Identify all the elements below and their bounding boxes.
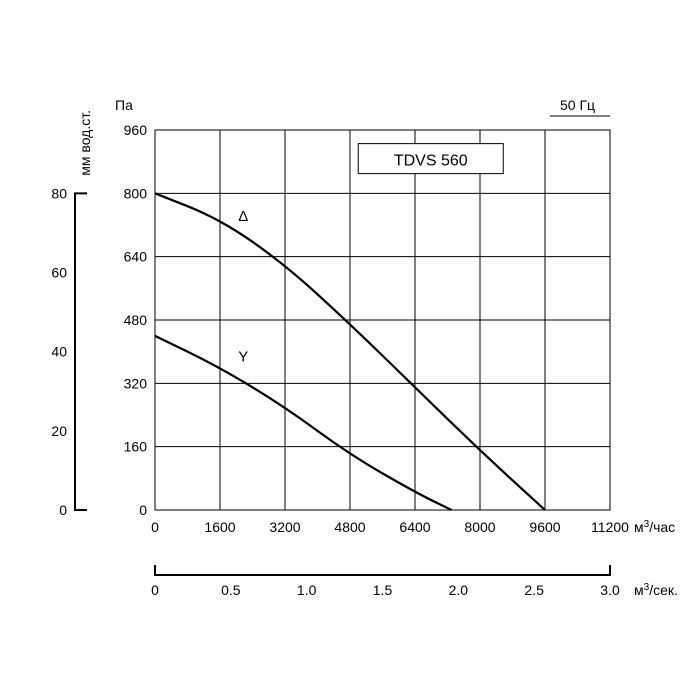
x-secondary-tick: 1.5 [373, 582, 393, 598]
x-primary-tick: 4800 [334, 519, 365, 535]
x-primary-tick: 8000 [464, 519, 495, 535]
x-primary-tick: 9600 [529, 519, 560, 535]
y-secondary-label: мм вод.ст. [77, 110, 93, 176]
x-secondary-tick: 0 [151, 582, 159, 598]
series-label-delta: Δ [238, 208, 248, 225]
x-secondary-tick: 2.5 [524, 582, 544, 598]
series-label-wye: Y [238, 349, 248, 366]
y-secondary-tick: 20 [51, 423, 67, 439]
series-wye [155, 336, 452, 510]
x-secondary-tick: 2.0 [449, 582, 469, 598]
x-secondary-axis [155, 565, 610, 575]
y-secondary-tick: 80 [51, 185, 67, 201]
freq-label: 50 Гц [560, 97, 595, 113]
y-secondary-tick: 40 [51, 344, 67, 360]
y-secondary-tick: 60 [51, 265, 67, 281]
y-primary-tick: 320 [124, 375, 148, 391]
y-primary-tick: 800 [124, 185, 148, 201]
x-primary-tick: 3200 [269, 519, 300, 535]
chart-title: TDVS 560 [394, 153, 468, 170]
y-primary-tick: 640 [124, 249, 148, 265]
x-primary-tick: 1600 [204, 519, 235, 535]
y-primary-tick: 480 [124, 312, 148, 328]
y-primary-tick: 0 [139, 502, 147, 518]
x-secondary-tick: 3.0 [600, 582, 620, 598]
x-primary-tick: 0 [151, 519, 159, 535]
y-primary-label: Па [115, 97, 133, 113]
y-secondary-tick: 0 [59, 502, 67, 518]
fan-performance-chart: TDVS 56050 ГцПа0160320480640800960016003… [0, 0, 700, 700]
y-secondary-axis [75, 193, 87, 510]
x-secondary-tick: 1.0 [297, 582, 317, 598]
y-primary-tick: 160 [124, 439, 148, 455]
x-secondary-tick: 0.5 [221, 582, 241, 598]
x-secondary-label: м3/сек. [634, 582, 678, 599]
x-primary-tick: 6400 [399, 519, 430, 535]
x-primary-label: м3/час [634, 519, 675, 536]
grid [155, 130, 610, 510]
y-primary-tick: 960 [124, 122, 148, 138]
x-primary-tick: 11200 [591, 519, 629, 535]
